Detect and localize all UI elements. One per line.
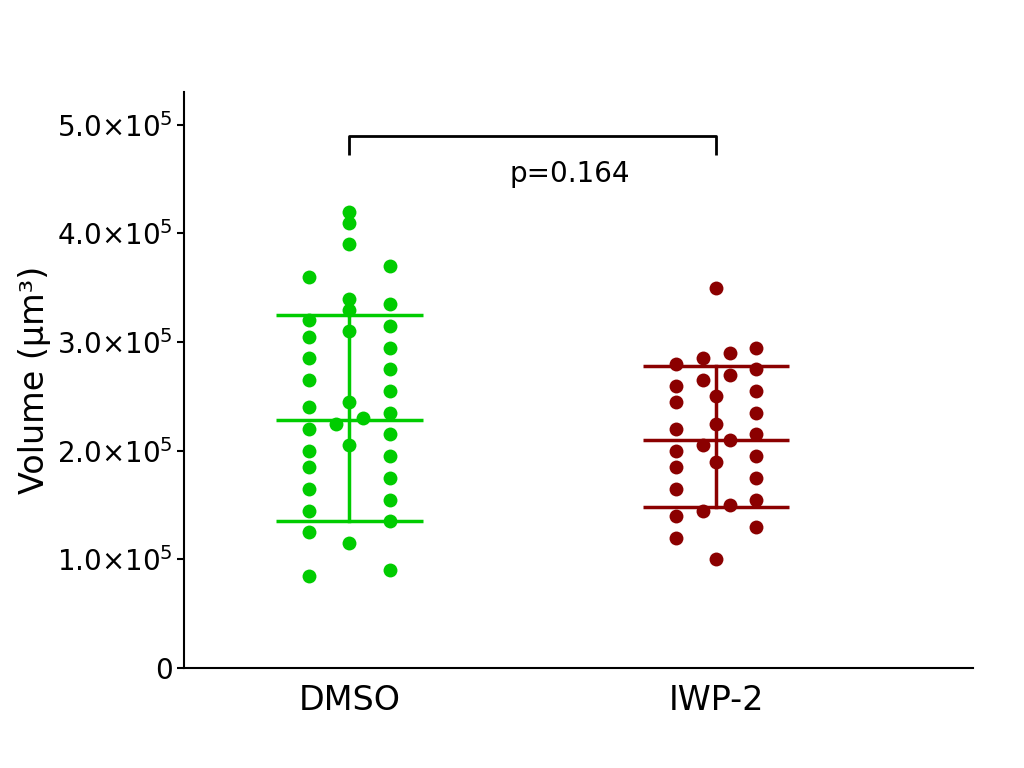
Point: [708, 553, 724, 565]
Point: [328, 418, 344, 430]
Point: [301, 483, 317, 495]
Point: [382, 342, 398, 354]
Point: [382, 260, 398, 272]
Point: [382, 406, 398, 419]
Point: [668, 358, 684, 370]
Point: [341, 537, 357, 549]
Point: [668, 396, 684, 408]
Point: [749, 406, 765, 419]
Point: [749, 342, 765, 354]
Point: [708, 282, 724, 294]
Point: [301, 570, 317, 582]
Point: [749, 385, 765, 397]
Point: [341, 206, 357, 218]
Point: [694, 353, 711, 365]
Point: [301, 374, 317, 386]
Point: [382, 319, 398, 332]
Point: [301, 353, 317, 365]
Point: [341, 325, 357, 337]
Point: [668, 510, 684, 522]
Point: [749, 363, 765, 376]
Point: [341, 217, 357, 229]
Point: [694, 439, 711, 452]
Point: [301, 330, 317, 343]
Point: [721, 347, 737, 359]
Point: [721, 369, 737, 381]
Point: [301, 314, 317, 326]
Point: [341, 293, 357, 305]
Point: [301, 423, 317, 435]
Point: [382, 298, 398, 310]
Point: [301, 271, 317, 283]
Point: [301, 461, 317, 473]
Point: [708, 418, 724, 430]
Point: [341, 303, 357, 316]
Point: [382, 472, 398, 484]
Point: [668, 531, 684, 544]
Point: [341, 396, 357, 408]
Point: [694, 505, 711, 517]
Point: [708, 390, 724, 402]
Point: [708, 455, 724, 468]
Point: [749, 429, 765, 441]
Point: [749, 472, 765, 484]
Point: [721, 499, 737, 511]
Point: [668, 445, 684, 457]
Point: [301, 505, 317, 517]
Point: [749, 450, 765, 462]
Point: [382, 385, 398, 397]
Point: [301, 445, 317, 457]
Point: [382, 494, 398, 506]
Point: [694, 374, 711, 386]
Point: [382, 515, 398, 528]
Point: [668, 483, 684, 495]
Point: [668, 379, 684, 392]
Point: [341, 238, 357, 250]
Point: [382, 363, 398, 376]
Point: [382, 564, 398, 577]
Point: [301, 401, 317, 413]
Point: [382, 429, 398, 441]
Point: [382, 450, 398, 462]
Text: p=0.164: p=0.164: [509, 160, 630, 187]
Point: [668, 461, 684, 473]
Point: [721, 434, 737, 446]
Point: [341, 439, 357, 452]
Point: [301, 526, 317, 538]
Point: [354, 412, 371, 425]
Point: [749, 494, 765, 506]
Point: [749, 521, 765, 533]
Y-axis label: Volume (μm³): Volume (μm³): [18, 266, 51, 495]
Point: [668, 423, 684, 435]
